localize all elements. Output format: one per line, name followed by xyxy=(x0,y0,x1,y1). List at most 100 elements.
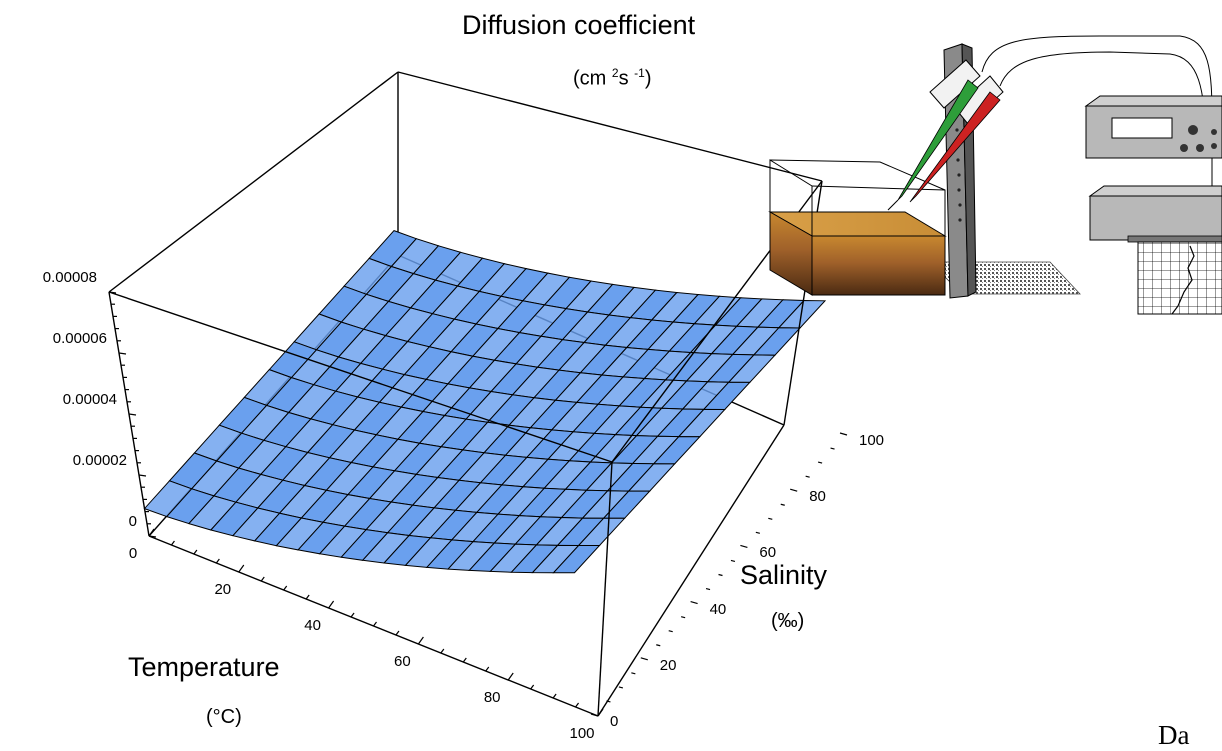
sediment-core-side xyxy=(811,235,946,296)
salinity-tick-label: 20 xyxy=(659,656,677,674)
green-microelectrode xyxy=(897,79,979,201)
temperature-minor-tick xyxy=(350,612,355,618)
z-tick-label: 0 xyxy=(128,513,137,530)
z-tick xyxy=(138,474,147,477)
microelectrode-apparatus-illustration xyxy=(768,35,1222,315)
chart-recorder-front xyxy=(1089,195,1222,241)
salinity-minor-tick xyxy=(830,447,835,450)
temperature-axis-title: Temperature xyxy=(128,652,280,682)
salinity-tick xyxy=(839,432,848,436)
salinity-minor-tick xyxy=(805,475,810,478)
temperature-minor-tick xyxy=(575,702,580,708)
temperature-minor-tick xyxy=(283,585,288,591)
temperature-minor-tick xyxy=(485,666,490,672)
electrode-tip-line xyxy=(887,199,899,211)
salinity-tick-label: 0 xyxy=(610,713,619,730)
temperature-minor-tick xyxy=(215,558,220,564)
salinity-minor-tick xyxy=(718,573,723,577)
chart-recorder-paper xyxy=(1137,241,1222,315)
salinity-minor-tick xyxy=(730,559,736,563)
salinity-minor-tick xyxy=(817,461,823,464)
electrode-holder-2 xyxy=(954,75,1004,125)
chart-recorder-top xyxy=(1088,185,1222,197)
z-unit-suffix: ) xyxy=(644,67,652,90)
salinity-minor-tick xyxy=(780,503,785,506)
salinity-minor-tick xyxy=(631,672,636,675)
salinity-tick-label: 60 xyxy=(759,544,777,562)
footer-text-fragment: Da xyxy=(1158,720,1190,750)
salinity-minor-tick xyxy=(618,686,624,689)
salinity-minor-tick xyxy=(755,531,760,534)
salinity-minor-tick xyxy=(681,616,686,619)
temperature-tick xyxy=(238,564,245,573)
surface-cell xyxy=(552,545,601,574)
z-tick-label: 0.00006 xyxy=(52,330,107,347)
salinity-minor-tick xyxy=(768,517,773,520)
z-unit-prefix: (cm xyxy=(573,67,612,90)
temperature-minor-tick xyxy=(373,621,377,627)
temperature-minor-tick xyxy=(260,576,265,582)
back-top-right-edge xyxy=(397,71,823,182)
temperature-minor-tick xyxy=(440,648,445,654)
temperature-tick-label: 100 xyxy=(569,725,595,742)
z-axis-unit: (cm 2s -1) xyxy=(573,66,651,91)
temperature-tick-label: 80 xyxy=(483,689,501,706)
salinity-axis-unit: (‰) xyxy=(771,610,805,632)
axis-ticks xyxy=(108,291,848,717)
temperature-tick-label: 20 xyxy=(214,581,232,598)
chart-title: Diffusion coefficient xyxy=(462,10,696,40)
temperature-minor-tick xyxy=(170,540,175,546)
red-microelectrode xyxy=(909,91,1001,203)
salinity-tick xyxy=(740,544,748,548)
temperature-minor-tick xyxy=(530,684,535,690)
salinity-tick xyxy=(640,657,648,661)
signal-cable-1 xyxy=(981,35,1213,240)
temperature-tick xyxy=(507,672,514,681)
salinity-tick xyxy=(690,601,698,605)
temperature-tick-label: 60 xyxy=(394,653,411,670)
electrode-holder-1 xyxy=(929,59,981,109)
z-tick xyxy=(148,535,157,538)
temperature-tick xyxy=(148,528,155,537)
temperature-axis-unit: (°C) xyxy=(206,706,242,728)
salinity-minor-tick xyxy=(606,700,611,703)
back-top-left-edge xyxy=(108,71,399,293)
picoammeter-top xyxy=(1084,95,1222,107)
picoammeter-display xyxy=(1111,117,1173,139)
z-unit-middle: s xyxy=(618,67,635,90)
z-unit-exponent-1: 2 xyxy=(611,66,619,80)
salinity-tick-label: 80 xyxy=(809,488,826,506)
temperature-minor-tick xyxy=(305,594,310,600)
temperature-minor-tick xyxy=(462,657,467,663)
salinity-tick xyxy=(590,713,599,717)
front-top-left-edge xyxy=(108,291,613,463)
temperature-tick xyxy=(328,600,335,609)
temperature-tick xyxy=(597,708,604,717)
diffusion-surface xyxy=(143,230,827,574)
salinity-axis-title: Salinity xyxy=(740,560,828,590)
z-tick-label: 0.00008 xyxy=(42,269,97,286)
z-tick-label: 0.00004 xyxy=(62,391,117,408)
temperature-tick xyxy=(417,636,424,645)
salinity-axis-line xyxy=(597,424,785,717)
z-tick-label: 0.00002 xyxy=(72,452,127,469)
salinity-minor-tick xyxy=(668,630,673,633)
salinity-tick xyxy=(790,488,798,492)
temperature-minor-tick xyxy=(552,693,557,699)
chart-recorder-trace xyxy=(1171,245,1195,315)
z-tick xyxy=(118,352,127,355)
chart-recorder-slot xyxy=(1127,235,1222,243)
salinity-minor-tick xyxy=(705,587,711,591)
water-container-outline xyxy=(769,159,813,236)
front-vertical-edge xyxy=(597,461,613,717)
z-tick xyxy=(108,291,117,294)
water-container-edge xyxy=(811,185,946,191)
z-tick xyxy=(128,413,137,416)
salinity-tick-label: 100 xyxy=(859,432,885,449)
temperature-minor-tick xyxy=(395,630,400,636)
temperature-minor-tick xyxy=(193,549,198,555)
temperature-tick-label: 40 xyxy=(304,617,321,634)
z-unit-exponent-2: -1 xyxy=(634,66,645,80)
temperature-tick-label: 0 xyxy=(128,545,138,562)
